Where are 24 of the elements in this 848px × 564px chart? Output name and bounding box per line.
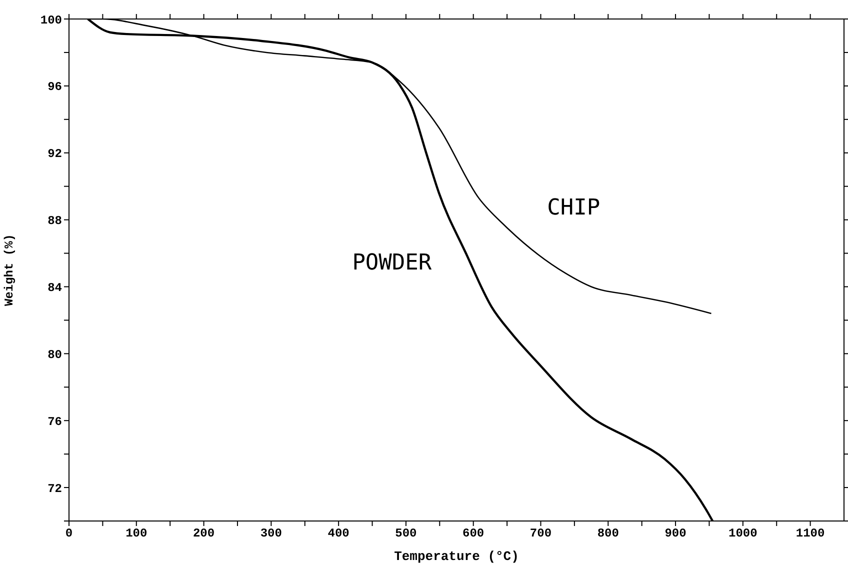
y-tick-label: 84 <box>48 280 62 295</box>
y-tick-label: 100 <box>40 13 62 28</box>
series-label: POWDER <box>352 250 432 276</box>
x-tick-label: 0 <box>65 526 73 541</box>
x-tick-label: 100 <box>126 526 148 541</box>
x-tick-label: 300 <box>260 526 282 541</box>
y-tick-label: 72 <box>48 482 62 496</box>
y-tick-label: 96 <box>48 80 62 94</box>
y-tick-label: 80 <box>48 348 62 362</box>
y-axis-title: Weight (%) <box>2 234 16 306</box>
x-tick-label: 200 <box>192 526 215 541</box>
x-axis-title: Temperature (°C) <box>394 549 519 564</box>
x-tick-label: 500 <box>395 526 417 541</box>
y-tick-label: 88 <box>48 214 62 228</box>
x-tick-label: 1000 <box>728 526 758 541</box>
y-tick-label: 92 <box>48 147 62 162</box>
x-tick-label: 700 <box>530 526 552 541</box>
y-tick-label: 76 <box>48 414 62 429</box>
x-tick-label: 600 <box>462 526 484 541</box>
x-tick-label: 900 <box>664 526 686 541</box>
x-tick-label: 800 <box>597 526 619 541</box>
x-tick-label: 400 <box>328 526 350 541</box>
series-label: CHIP <box>547 195 600 220</box>
x-tick-label: 1100 <box>796 526 825 541</box>
